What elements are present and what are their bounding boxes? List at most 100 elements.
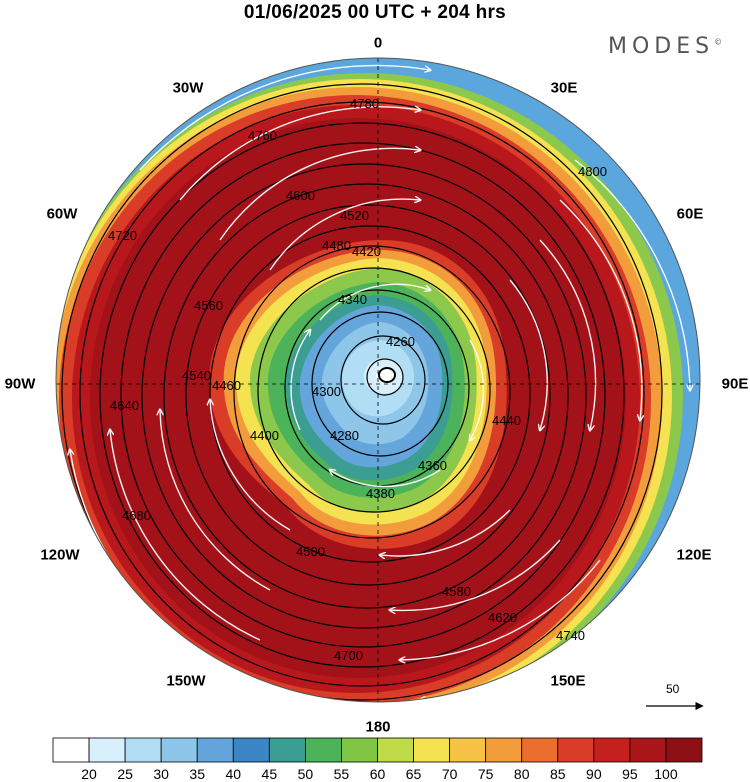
streamline <box>269 199 420 271</box>
streamline <box>539 239 597 430</box>
colorbar-tick-label: 95 <box>622 766 638 782</box>
wind-speed-shading <box>56 58 700 702</box>
streamline <box>160 410 271 591</box>
colorbar-swatch <box>124 737 162 763</box>
lon-label-90w: 90W <box>4 375 36 393</box>
height-contours <box>61 83 663 701</box>
contour-label: 4640 <box>110 398 139 413</box>
brand-text: MODES <box>608 34 715 59</box>
streamline <box>139 64 430 171</box>
colorbar-tick-label: 60 <box>369 766 386 782</box>
colorbar <box>52 737 703 763</box>
contour-label: 4340 <box>338 292 367 307</box>
streamline <box>179 107 420 201</box>
lon-label-180: 180 <box>365 718 391 736</box>
streamline <box>219 148 420 241</box>
colorbar-tick-label: 50 <box>297 766 314 782</box>
colorbar-tick-label: 20 <box>81 766 97 782</box>
contour-label: 4680 <box>122 508 151 523</box>
contour-ring <box>340 335 426 425</box>
contour-ring <box>257 267 491 513</box>
colorbar-swatch <box>665 737 703 763</box>
streamline <box>290 330 310 431</box>
contour-labels: 4780 4760 4720 4680 4640 4600 4560 4520 … <box>108 96 607 663</box>
colorbar-swatch <box>268 737 306 763</box>
map-boundary <box>55 57 701 703</box>
contour-label: 4460 <box>212 378 241 393</box>
contour-label: 4500 <box>296 544 325 559</box>
modes-logo: MODES© <box>608 34 722 59</box>
lon-label-60w: 60W <box>46 205 78 223</box>
contour-label: 4780 <box>350 96 379 111</box>
colorbar-swatch <box>521 737 559 763</box>
copyright-mark: © <box>714 37 723 47</box>
colorbar-tick-label: 65 <box>405 766 422 782</box>
colorbar-tick-label: 30 <box>153 766 169 782</box>
contour-ring <box>366 358 404 396</box>
lon-label-150e: 150E <box>550 672 586 690</box>
contour-ring <box>163 183 569 609</box>
contour-label: 4720 <box>108 228 137 243</box>
colorbar-swatch <box>593 737 631 763</box>
colorbar-swatch <box>413 737 451 763</box>
lon-label-30e: 30E <box>550 79 578 97</box>
streamline <box>110 430 261 641</box>
colorbar-swatch <box>88 737 126 763</box>
colorbar-swatch <box>485 737 523 763</box>
contour-label: 4760 <box>248 128 277 143</box>
colorbar-tick-label: 90 <box>586 766 602 782</box>
streamline <box>470 339 485 440</box>
colorbar-tick-label: 100 <box>654 766 678 782</box>
colorbar-tick-label: 45 <box>261 766 278 782</box>
contour-label: 4440 <box>492 413 521 428</box>
contour-ring <box>185 204 551 586</box>
colorbar-tick-label: 70 <box>441 766 458 782</box>
colorbar-tick-label: 40 <box>225 766 242 782</box>
contour-label: 4800 <box>578 164 607 179</box>
contour-label: 4480 <box>322 238 351 253</box>
contour-label: 4700 <box>334 648 363 663</box>
map-title: 01/06/2025 00 UTC + 204 hrs <box>243 2 507 23</box>
contour-ring <box>99 122 625 668</box>
colorbar-swatch <box>232 737 270 763</box>
colorbar-swatch <box>196 737 234 763</box>
streamline <box>559 199 642 420</box>
colorbar-tick-label: 80 <box>513 766 530 782</box>
contour-label: 4260 <box>386 334 415 349</box>
colorbar-swatch <box>341 737 378 763</box>
contour-label: 4380 <box>366 486 395 501</box>
graticule <box>56 58 700 702</box>
contour-label: 4580 <box>442 584 471 599</box>
streamline <box>390 539 561 610</box>
wind-reference-label: 50 <box>666 682 680 696</box>
contour-label: 4300 <box>312 384 341 399</box>
colorbar-swatch <box>304 737 342 763</box>
lon-label-150w: 150W <box>166 672 206 690</box>
colorbar-tick-label: 55 <box>333 766 350 782</box>
streamline <box>330 470 441 488</box>
contour-ring <box>120 142 606 648</box>
colorbar-tick-label: 85 <box>549 766 566 782</box>
lon-label-0: 0 <box>373 34 383 52</box>
contour-label: 4360 <box>418 458 447 473</box>
contour-label: 4280 <box>330 428 359 443</box>
contour-label: 4600 <box>286 188 315 203</box>
lon-label-120e: 120E <box>676 546 712 564</box>
contour-ring <box>141 163 587 629</box>
colorbar-swatch <box>629 737 667 763</box>
contour-ring <box>233 245 511 539</box>
colorbar-tick-label: 75 <box>477 766 494 782</box>
contour-label: 4520 <box>340 208 369 223</box>
contour-label: 4620 <box>488 610 517 625</box>
streamline <box>509 279 548 430</box>
streamline <box>319 283 430 321</box>
contour-label: 4400 <box>250 428 279 443</box>
colorbar-tick-label: 35 <box>189 766 206 782</box>
lon-label-90e: 90E <box>721 375 749 393</box>
colorbar-swatch <box>449 737 487 763</box>
colorbar-swatch <box>557 737 595 763</box>
streamline <box>380 509 511 556</box>
contour-label: 4560 <box>194 298 223 313</box>
colorbar-swatch <box>52 737 90 763</box>
